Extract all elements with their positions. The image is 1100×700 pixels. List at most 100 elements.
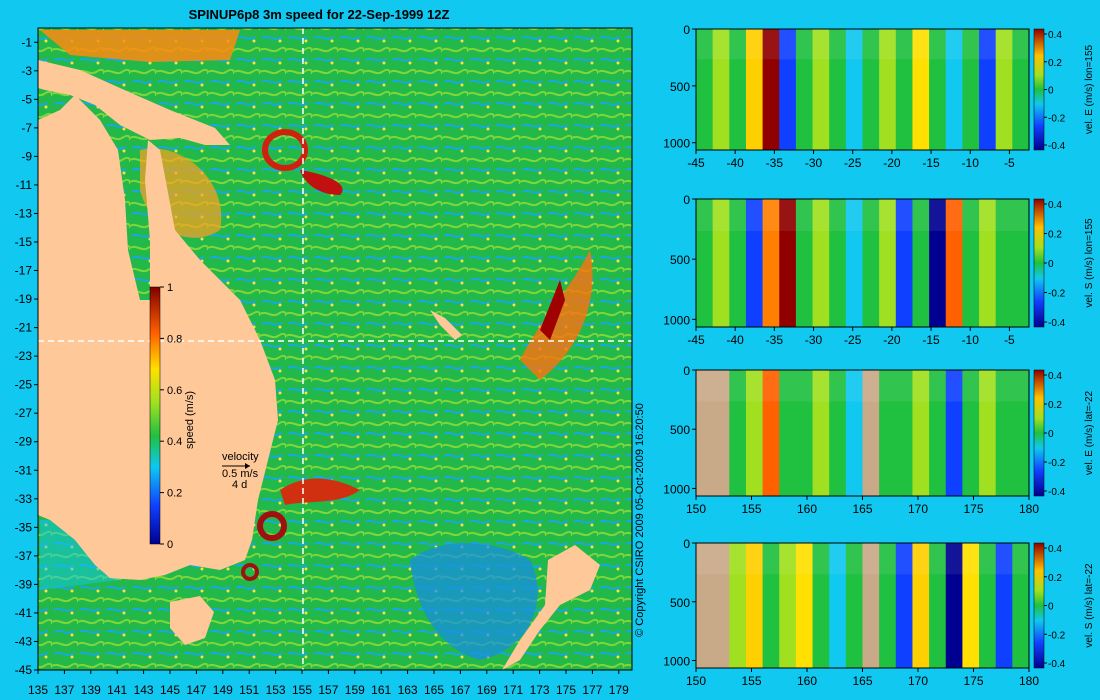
section-cell xyxy=(745,29,764,150)
x-tick-label: -5 xyxy=(1004,333,1015,347)
section-cell xyxy=(929,29,947,150)
section-cell xyxy=(862,29,880,150)
colorbar-tick-label: -0.4 xyxy=(1048,487,1066,498)
x-tick-label: 177 xyxy=(582,683,602,697)
colorbar-tick-label: 0.4 xyxy=(1048,30,1062,41)
y-tick-label: -31 xyxy=(15,463,33,477)
x-tick-label: -15 xyxy=(922,156,940,170)
y-tick-label: -5 xyxy=(21,92,32,106)
colorbar-tick-label: 0.4 xyxy=(1048,200,1062,211)
section-cell xyxy=(962,29,980,150)
x-tick-label: 153 xyxy=(266,683,286,697)
section-panel: 150 155 160 165 170 175 180 0 500 1000 0.4 0.2 0 -0.2… xyxy=(663,537,1095,688)
section-cell xyxy=(762,370,780,496)
section-cell xyxy=(962,199,980,327)
y-tick-label: -19 xyxy=(15,292,33,306)
section-cell xyxy=(812,543,830,668)
y-tick-label: 1000 xyxy=(663,655,690,669)
section-cell xyxy=(895,543,913,668)
y-tick-label: -7 xyxy=(21,121,32,135)
colorbar-tick-label: -0.2 xyxy=(1048,630,1066,641)
y-tick-label: -1 xyxy=(21,35,32,49)
section-cell xyxy=(779,199,797,327)
section-cell xyxy=(979,543,997,668)
section-cell xyxy=(845,543,863,668)
section-cell xyxy=(1012,543,1030,668)
x-tick-label: 170 xyxy=(908,674,928,688)
y-tick-label: 0 xyxy=(683,23,690,37)
y-tick-label: 500 xyxy=(670,253,690,267)
speed-hotspot xyxy=(241,563,259,581)
section-cell xyxy=(929,199,947,327)
speed-hotspot xyxy=(540,280,565,340)
surface-layer xyxy=(696,29,1029,60)
section-cell xyxy=(862,543,880,668)
panel-colorbar-label: vel. E (m/s) lon=155 xyxy=(1084,44,1095,134)
y-tick-label: -35 xyxy=(15,520,33,534)
section-cell xyxy=(812,370,830,496)
colorbar-tick-label: -0.2 xyxy=(1048,289,1066,300)
tasmania-land xyxy=(170,596,214,645)
section-cell xyxy=(929,370,947,496)
section-cell xyxy=(745,543,764,668)
surface-layer xyxy=(696,543,1029,575)
x-tick-label: 150 xyxy=(686,502,706,516)
x-tick-label: 169 xyxy=(477,683,497,697)
y-tick-label: 0 xyxy=(683,193,690,207)
colorbar-tick-label: 0.8 xyxy=(167,333,182,345)
x-tick-label: 161 xyxy=(371,683,391,697)
y-tick-label: 1000 xyxy=(663,137,690,151)
velocity-colorbar xyxy=(1033,369,1045,497)
x-tick-label: 147 xyxy=(186,683,206,697)
colorbar-tick-label: -0.4 xyxy=(1048,659,1066,670)
section-cell xyxy=(1012,370,1030,496)
section-cell xyxy=(995,29,1013,150)
copyright-text: © Copyright CSIRO 2009 05-Oct-2009 16:20… xyxy=(634,403,646,637)
x-tick-label: 175 xyxy=(556,683,576,697)
section-cell xyxy=(862,199,880,327)
y-tick-label: 500 xyxy=(670,80,690,94)
x-tick-label: 165 xyxy=(852,674,872,688)
y-tick-label: -21 xyxy=(15,321,33,335)
x-tick-label: -20 xyxy=(883,333,901,347)
section-cell xyxy=(795,199,814,327)
section-cell xyxy=(895,29,913,150)
section-cell xyxy=(845,199,863,327)
new-zealand-land xyxy=(502,545,600,670)
x-tick-label: 173 xyxy=(530,683,550,697)
colorbar-tick-label: 0.4 xyxy=(1048,371,1062,382)
section-cell xyxy=(795,370,814,496)
section-cell xyxy=(929,543,947,668)
speed-colorbar-ticks: 1 0.8 0.6 0.4 0.2 0 xyxy=(160,282,182,551)
speed-colorbar xyxy=(149,286,161,545)
section-cell xyxy=(912,29,930,150)
surface-layer xyxy=(696,199,1029,231)
section-cell xyxy=(995,199,1013,327)
section-cell xyxy=(712,543,730,668)
y-tick-label: 1000 xyxy=(663,313,690,327)
y-tick-label: 500 xyxy=(670,596,690,610)
x-tick-label: 160 xyxy=(797,674,817,688)
velocity-colorbar xyxy=(1033,198,1045,328)
colorbar-tick-label: 0.4 xyxy=(167,436,182,448)
section-cell xyxy=(962,370,980,496)
y-tick-label: -25 xyxy=(15,378,33,392)
y-tick-label: -11 xyxy=(16,178,33,192)
section-cell xyxy=(879,543,897,668)
velocity-colorbar xyxy=(1033,542,1045,669)
section-cell xyxy=(779,370,797,496)
new-caledonia-land xyxy=(430,310,462,340)
section-cell xyxy=(829,543,847,668)
section-cell xyxy=(962,543,980,668)
colorbar-tick-label: 0.2 xyxy=(1048,400,1062,411)
y-tick-label: -15 xyxy=(15,235,33,249)
x-tick-label: 157 xyxy=(318,683,338,697)
section-cell xyxy=(945,370,963,496)
y-tick-label: -39 xyxy=(15,577,33,591)
x-tick-label: 155 xyxy=(292,683,312,697)
speed-hotspot xyxy=(257,511,287,541)
speed-hotspot xyxy=(40,30,240,62)
y-tick-label: -37 xyxy=(15,549,33,563)
section-cell xyxy=(845,29,863,150)
panel-colorbar-label: vel. E (m/s) lat=-22 xyxy=(1084,390,1095,475)
